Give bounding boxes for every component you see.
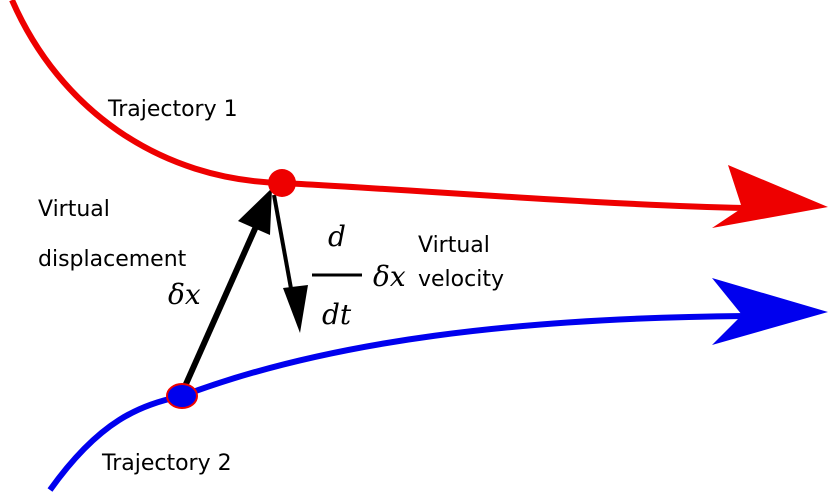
fraction-denominator: dt bbox=[322, 298, 352, 331]
trajectory-2-curve bbox=[47, 313, 746, 492]
velocity-symbol: δx bbox=[373, 260, 406, 293]
displacement-arrowhead bbox=[238, 188, 272, 235]
trajectory-1-label: Trajectory 1 bbox=[107, 97, 238, 122]
trajectory-1-point bbox=[268, 169, 296, 197]
velocity-label: Virtual bbox=[418, 233, 490, 258]
displacement-symbol: δx bbox=[168, 278, 201, 311]
trajectory-2-label: Trajectory 2 bbox=[101, 451, 232, 476]
velocity-label: velocity bbox=[418, 267, 504, 292]
trajectory-1-arrowhead bbox=[712, 165, 828, 228]
displacement-label: Virtual bbox=[38, 197, 110, 222]
velocity-arrowhead bbox=[283, 285, 308, 333]
velocity-arrow bbox=[272, 194, 296, 306]
displacement-label: displacement bbox=[38, 247, 187, 272]
displacement-arrow bbox=[179, 220, 261, 395]
trajectory-2-arrowhead bbox=[712, 278, 828, 345]
fraction-numerator: d bbox=[328, 220, 346, 253]
trajectory-2-point bbox=[166, 383, 198, 409]
